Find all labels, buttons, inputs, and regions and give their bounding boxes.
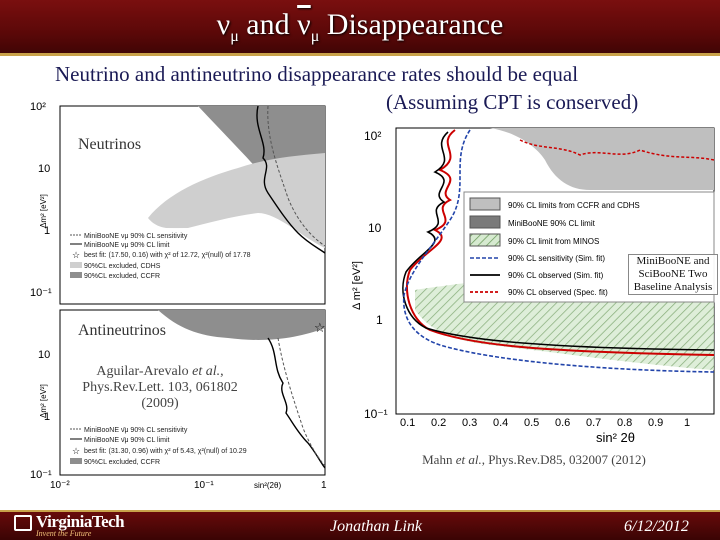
citation-comma: , xyxy=(220,364,224,379)
citation-prd: Mahn et al., Phys.Rev.D85, 032007 (2012) xyxy=(384,452,684,468)
x-tick: 0.5 xyxy=(524,417,539,429)
x-tick: 0.6 xyxy=(555,417,570,429)
y-tick: 1 xyxy=(44,411,50,423)
antineutrinos-label: Antineutrinos xyxy=(78,322,166,339)
x-axis-label: sin² 2θ xyxy=(596,430,635,445)
legend-item: MiniBooNE 90% CL limit xyxy=(508,219,596,228)
note-line: SciBooNE Two xyxy=(638,268,708,280)
x-tick: 10⁻² xyxy=(50,480,70,491)
svg-text:☆: ☆ xyxy=(72,446,80,456)
citation-journal: , Phys.Rev.D85, 032007 (2012) xyxy=(481,452,646,467)
y-tick: 1 xyxy=(376,313,383,327)
legend-item: MiniBooNE νμ 90% CL limit xyxy=(84,242,170,249)
footer-date: 6/12/2012 xyxy=(624,518,689,535)
logo-text: VirginiaTech xyxy=(36,512,125,531)
title-mu: μ xyxy=(230,28,239,45)
note-line: MiniBooNE and xyxy=(636,255,710,267)
title-mu2: μ xyxy=(310,28,320,45)
legend-item: 90%CL excluded, CDHS xyxy=(84,263,161,270)
slide-title: νμ and νμ Disappearance xyxy=(0,8,720,46)
y-tick: 10⁻¹ xyxy=(30,287,52,299)
legend-item: 90% CL observed (Sim. fit) xyxy=(508,271,604,280)
title-bar xyxy=(0,0,720,56)
citation-journal: Phys.Rev.Lett. 103, 061802 xyxy=(82,380,238,395)
y-tick: 10⁻¹ xyxy=(30,469,52,481)
virginia-tech-logo: VirginiaTech Invent the Future xyxy=(14,512,125,538)
legend-item: best fit: (31.30, 0.96) with χ² of 5.43,… xyxy=(84,448,247,455)
footer-presenter: Jonathan Link xyxy=(330,518,422,535)
legend-item: 90% CL sensitivity (Sim. fit) xyxy=(508,254,605,263)
y-tick: 10² xyxy=(364,129,381,143)
citation-authors: Mahn xyxy=(422,452,456,467)
title-and: and xyxy=(246,8,290,41)
citation-etal: et al. xyxy=(455,452,482,467)
y-tick: 10 xyxy=(38,349,50,361)
svg-text:☆: ☆ xyxy=(314,320,326,335)
x-tick: 0.1 xyxy=(400,417,415,429)
neutrino-plot: MiniBooNE νμ 90% CL sensitivity MiniBooN… xyxy=(30,101,326,305)
legend-item: MiniBooNE ν̄μ 90% CL limit xyxy=(84,437,170,444)
vt-shield-icon xyxy=(14,515,32,532)
y-tick: 10 xyxy=(368,221,382,235)
legend-item: 90%CL excluded, CCFR xyxy=(84,459,160,466)
legend-item: 90% CL limits from CCFR and CDHS xyxy=(508,201,640,210)
legend-item: 90%CL excluded, CCFR xyxy=(84,273,160,280)
x-tick: 0.3 xyxy=(462,417,477,429)
svg-text:☆: ☆ xyxy=(72,250,80,260)
citation-etal: et al. xyxy=(192,364,221,379)
x-tick: 1 xyxy=(321,480,327,491)
y-tick: 10⁻¹ xyxy=(364,407,388,421)
legend-item: MiniBooNE ν̄μ 90% CL sensitivity xyxy=(84,427,188,434)
analysis-note: MiniBooNE and SciBooNE Two Baseline Anal… xyxy=(628,254,718,295)
legend-item: 90% CL observed (Spec. fit) xyxy=(508,288,608,297)
y-tick: 10² xyxy=(30,101,46,113)
two-baseline-plot: 90% CL limits from CCFR and CDHS MiniBoo… xyxy=(351,127,715,445)
x-axis-label: sin²(2θ) xyxy=(254,481,281,490)
y-axis-label: Δm² [eV²] xyxy=(39,194,48,228)
subtitle-line1: Neutrino and antineutrino disappearance … xyxy=(55,62,579,86)
x-tick: 0.2 xyxy=(431,417,446,429)
x-tick: 10⁻¹ xyxy=(194,480,214,491)
legend-item: 90% CL limit from MINOS xyxy=(508,237,599,246)
citation-prl: Aguilar-Arevalo et al., Phys.Rev.Lett. 1… xyxy=(60,364,260,412)
note-line: Baseline Analysis xyxy=(633,281,713,293)
y-tick: 10 xyxy=(38,163,50,175)
y-tick: 1 xyxy=(44,225,50,237)
subtitle-line2: (Assuming CPT is conserved) xyxy=(386,90,639,114)
footer-bar xyxy=(0,510,720,540)
legend-item: best fit: (17.50, 0.16) with χ² of 12.72… xyxy=(84,252,251,259)
title-nubar: ν xyxy=(297,8,311,41)
x-tick: 0.9 xyxy=(648,417,663,429)
x-tick: 1 xyxy=(684,417,690,429)
title-rest: Disappearance xyxy=(326,8,504,41)
x-tick: 0.4 xyxy=(493,417,508,429)
citation-authors: Aguilar-Arevalo xyxy=(96,364,193,379)
antineutrino-plot: ☆ MiniBooNE ν̄μ 90% CL sensitivity MiniB… xyxy=(30,309,327,491)
x-tick: 0.8 xyxy=(617,417,632,429)
title-nu: ν xyxy=(216,8,231,41)
logo-tagline: Invent the Future xyxy=(36,529,92,538)
legend-item: MiniBooNE νμ 90% CL sensitivity xyxy=(84,233,188,240)
y-axis-label: Δm² [eV²] xyxy=(39,384,48,418)
citation-year: (2009) xyxy=(141,396,179,411)
y-axis-label: Δ m² [eV²] xyxy=(351,261,363,310)
neutrinos-label: Neutrinos xyxy=(78,136,142,153)
x-tick: 0.7 xyxy=(586,417,601,429)
